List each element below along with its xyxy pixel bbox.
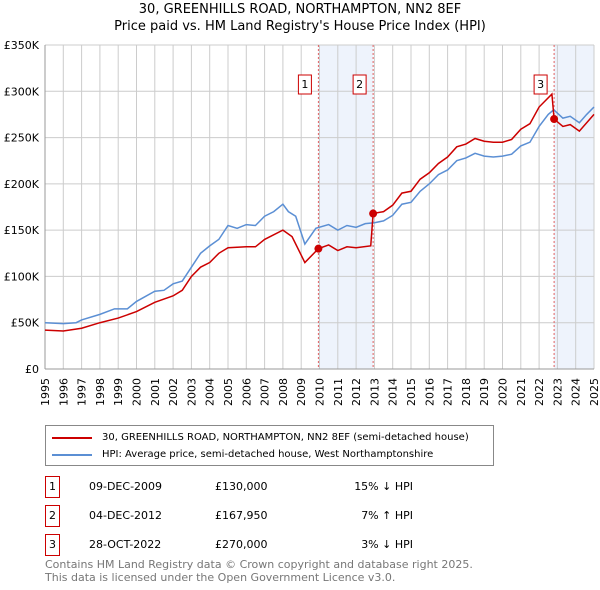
sale-price: £167,950 bbox=[215, 509, 268, 522]
legend-swatch-hpi bbox=[52, 453, 92, 456]
price-chart: 1995 1996 1997 1998 1999 2000 2001 2002 2003 2004… bbox=[4, 39, 600, 406]
chart-title: 30, GREENHILLS ROAD, NORTHAMPTON, NN2 8E… bbox=[138, 2, 462, 17]
legend-swatch-property bbox=[52, 436, 92, 439]
x-tick-label: 2014 bbox=[387, 378, 400, 406]
x-tick-label: 2006 bbox=[240, 378, 253, 406]
sale-date: 09-DEC-2009 bbox=[89, 480, 163, 493]
legend-label-hpi: HPI: Average price, semi-detached house,… bbox=[102, 449, 434, 460]
sale-row: 2 04-DEC-2012 £167,950 7% ↑ HPI bbox=[45, 505, 545, 527]
sale-label-number: 2 bbox=[356, 78, 363, 91]
sale-number: 2 bbox=[45, 505, 60, 527]
x-tick-label: 2005 bbox=[222, 378, 235, 406]
x-tick-label: 2018 bbox=[460, 378, 473, 406]
property-price-line bbox=[44, 92, 595, 332]
x-tick-label: 1997 bbox=[76, 378, 89, 406]
hpi-line bbox=[44, 106, 595, 325]
x-tick-label: 2020 bbox=[497, 378, 510, 406]
x-tick-label: 2019 bbox=[478, 378, 491, 406]
x-tick-label: 2000 bbox=[131, 378, 144, 406]
sale-label-border bbox=[352, 74, 367, 95]
x-tick-label: 2021 bbox=[515, 378, 528, 406]
x-tick-label: 1996 bbox=[57, 378, 70, 406]
x-tick-label: 2003 bbox=[185, 378, 198, 406]
chart-subtitle: Price paid vs. HM Land Registry's House … bbox=[114, 19, 486, 34]
y-tick-label: £200K bbox=[4, 178, 40, 191]
x-tick-label: 2011 bbox=[332, 378, 345, 406]
sale-row: 3 28-OCT-2022 £270,000 3% ↓ HPI bbox=[45, 534, 545, 556]
x-tick-label: 2016 bbox=[423, 378, 436, 406]
sale-date: 28-OCT-2022 bbox=[89, 538, 162, 551]
shaded-region bbox=[318, 45, 374, 369]
x-tick-label: 2001 bbox=[149, 378, 162, 406]
sale-date: 04-DEC-2012 bbox=[89, 509, 163, 522]
sale-label-number: 3 bbox=[537, 78, 544, 91]
x-tick-label: 2008 bbox=[277, 378, 290, 406]
x-tick-label: 2024 bbox=[570, 378, 583, 406]
sale-hpi-diff: 3% ↓ HPI bbox=[361, 538, 413, 551]
y-tick-label: £300K bbox=[4, 85, 40, 98]
y-tick-label: £150K bbox=[4, 224, 40, 237]
sale-label-box: 3 bbox=[533, 74, 548, 95]
y-tick-label: £50K bbox=[11, 317, 40, 330]
y-tick-label: £250K bbox=[4, 132, 40, 145]
legend: 30, GREENHILLS ROAD, NORTHAMPTON, NN2 8E… bbox=[45, 425, 494, 466]
sale-number: 3 bbox=[45, 534, 60, 556]
x-tick-label: 2007 bbox=[259, 378, 272, 406]
x-tick-label: 1998 bbox=[94, 378, 107, 406]
x-tick-label: 2015 bbox=[405, 378, 418, 406]
x-tick-label: 1999 bbox=[112, 378, 125, 406]
footer-line1: Contains HM Land Registry data © Crown c… bbox=[45, 558, 473, 571]
x-tick-label: 2022 bbox=[533, 378, 546, 406]
sale-label-border bbox=[533, 74, 548, 95]
x-tick-label: 2023 bbox=[551, 378, 564, 406]
shaded-region bbox=[554, 45, 594, 369]
sale-point bbox=[550, 115, 559, 124]
sale-point bbox=[314, 244, 323, 253]
sale-number: 1 bbox=[45, 476, 60, 498]
x-tick-label: 1995 bbox=[39, 378, 52, 406]
y-tick-label: £100K bbox=[4, 270, 40, 283]
sale-label-border bbox=[297, 74, 312, 95]
sale-hpi-diff: 7% ↑ HPI bbox=[361, 509, 413, 522]
sale-price: £270,000 bbox=[215, 538, 268, 551]
y-tick-label: £350K bbox=[4, 39, 40, 52]
x-tick-label: 2002 bbox=[167, 378, 180, 406]
x-tick-label: 2013 bbox=[368, 378, 381, 406]
footer-line2: This data is licensed under the Open Gov… bbox=[45, 571, 396, 584]
sale-label-box: 2 bbox=[352, 74, 367, 95]
sale-point bbox=[369, 209, 378, 218]
sale-row: 1 09-DEC-2009 £130,000 15% ↓ HPI bbox=[45, 476, 545, 498]
sale-price: £130,000 bbox=[215, 480, 268, 493]
x-tick-label: 2010 bbox=[314, 378, 327, 406]
x-tick-label: 2004 bbox=[204, 378, 217, 406]
sale-label-box: 1 bbox=[297, 74, 312, 95]
x-tick-label: 2012 bbox=[350, 378, 363, 406]
sale-hpi-diff: 15% ↓ HPI bbox=[354, 480, 413, 493]
legend-label-property: 30, GREENHILLS ROAD, NORTHAMPTON, NN2 8E… bbox=[102, 432, 469, 443]
x-tick-label: 2025 bbox=[588, 378, 600, 406]
x-tick-label: 2009 bbox=[295, 378, 308, 406]
y-tick-label: £0 bbox=[25, 363, 39, 376]
sale-label-number: 1 bbox=[301, 78, 308, 91]
x-tick-label: 2017 bbox=[442, 378, 455, 406]
